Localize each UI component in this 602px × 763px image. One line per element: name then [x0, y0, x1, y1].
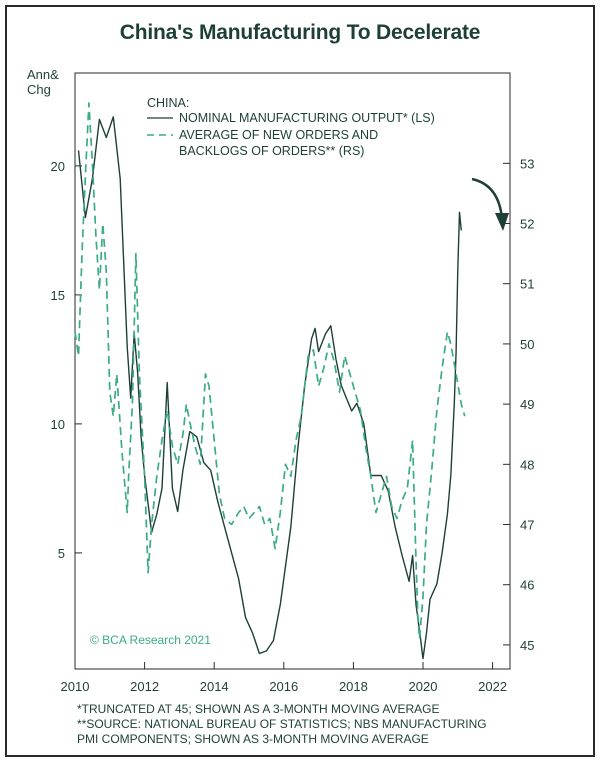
x-tick-label: 2014 [200, 679, 229, 694]
left-tick-label: 5 [58, 546, 65, 561]
legend-header: CHINA: [147, 96, 189, 110]
footnotes: *TRUNCATED AT 45; SHOWN AS A 3-MONTH MOV… [77, 702, 487, 747]
series-line-manufacturing-output [77, 116, 462, 660]
right-tick-label: 53 [520, 156, 534, 171]
legend: CHINA: NOMINAL MANUFACTURING OUTPUT* (LS… [147, 96, 435, 158]
right-tick-label: 47 [520, 518, 534, 533]
x-tick-label: 2018 [339, 679, 368, 694]
left-axis-title-line1: Ann& [27, 67, 59, 82]
right-tick-label: 48 [520, 457, 534, 472]
footnote-2: **SOURCE: NATIONAL BUREAU OF STATISTICS;… [77, 717, 487, 731]
right-tick-label: 52 [520, 217, 534, 232]
x-axis: 2010 2012 2014 2016 2018 2020 2022 [61, 662, 507, 694]
right-tick-label: 50 [520, 337, 534, 352]
x-tick-label: 2012 [130, 679, 159, 694]
x-tick-label: 2010 [61, 679, 90, 694]
legend-item-orders-line2: BACKLOGS OF ORDERS** (RS) [179, 144, 364, 158]
chart-title: China's Manufacturing To Decelerate [119, 21, 481, 44]
series-layer [74, 102, 466, 660]
left-tick-label: 15 [51, 288, 65, 303]
right-axis: 45 46 47 48 49 50 51 52 53 [503, 156, 534, 653]
right-tick-label: 51 [520, 277, 534, 292]
series-line-new-orders [74, 102, 466, 640]
x-tick-label: 2020 [409, 679, 438, 694]
legend-item-output: NOMINAL MANUFACTURING OUTPUT* (LS) [179, 111, 435, 125]
arrow-head [495, 213, 509, 231]
left-axis-title-line2: Chg [27, 82, 51, 97]
left-tick-label: 20 [51, 159, 65, 174]
right-tick-label: 49 [520, 397, 534, 412]
plot-area [74, 72, 511, 670]
left-axis: 5 10 15 20 [51, 159, 82, 561]
footnote-3: PMI COMPONENTS; SHOWN AS 3-MONTH MOVING … [77, 732, 429, 746]
watermark: © BCA Research 2021 [90, 633, 211, 647]
right-tick-label: 46 [520, 578, 534, 593]
chart-svg: Ann& Chg 5 10 15 20 45 46 47 48 49 50 51 52 53 2010… [27, 67, 534, 694]
footnote-1: *TRUNCATED AT 45; SHOWN AS A 3-MONTH MOV… [77, 702, 440, 716]
right-tick-label: 45 [520, 638, 534, 653]
x-tick-label: 2022 [478, 679, 507, 694]
legend-item-orders-line1: AVERAGE OF NEW ORDERS AND [179, 128, 378, 142]
x-tick-label: 2016 [269, 679, 298, 694]
left-tick-label: 10 [51, 417, 65, 432]
chart-frame: China's Manufacturing To Decelerate Ann&… [5, 5, 595, 757]
